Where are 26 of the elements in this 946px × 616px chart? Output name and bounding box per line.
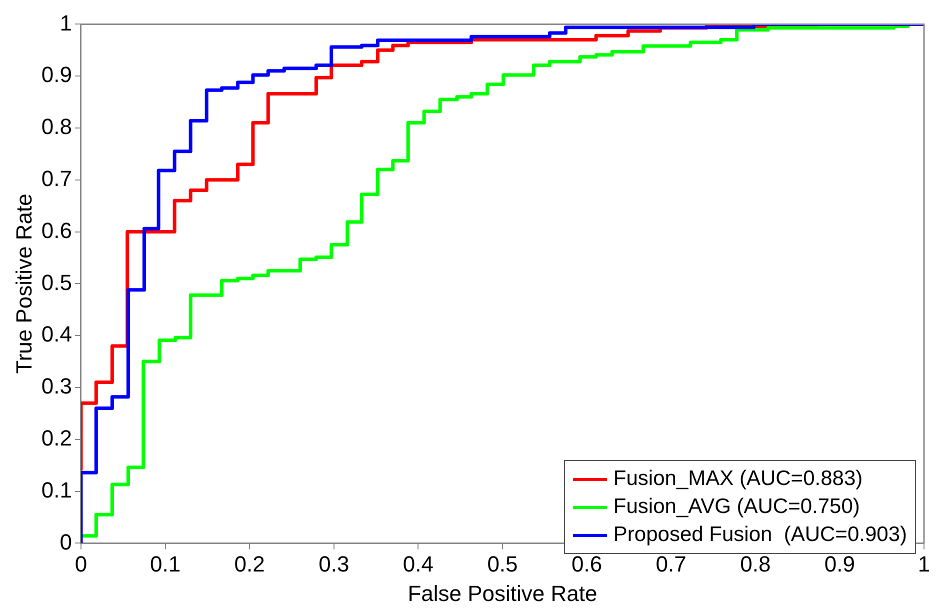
- y-tick-label: 0: [60, 529, 72, 554]
- x-tick-label: 0.3: [318, 551, 350, 576]
- legend-label: Proposed Fusion (AUC=0.903): [613, 522, 907, 548]
- y-tick-label: 0.5: [41, 270, 72, 295]
- x-axis-title: False Positive Rate: [408, 580, 598, 606]
- x-tick-label: 0.5: [487, 551, 518, 576]
- y-tick-label: 0.3: [41, 374, 72, 399]
- x-tick-label: 0.9: [824, 551, 855, 576]
- x-tick-label: 0.7: [656, 551, 686, 576]
- y-tick-label: 0.1: [41, 477, 72, 502]
- x-tick-label: 0.4: [402, 551, 434, 576]
- legend-label: Fusion_AVG (AUC=0.750): [613, 494, 860, 520]
- x-tick-label: 0.6: [571, 551, 602, 576]
- y-tick-label: 0.4: [41, 322, 72, 347]
- y-tick-label: 0.6: [41, 218, 72, 243]
- x-tick-label: 0.1: [150, 551, 181, 576]
- y-axis-title: True Positive Rate: [11, 194, 36, 374]
- y-tick-label: 0.9: [41, 62, 72, 88]
- y-tick-label: 0.7: [41, 166, 72, 191]
- y-tick-label: 1: [60, 10, 72, 36]
- legend-label: Fusion_MAX (AUC=0.883): [613, 466, 863, 492]
- x-tick-label: 0.2: [234, 551, 265, 576]
- y-tick-label: 0.8: [41, 114, 72, 140]
- y-tick-label: 0.2: [41, 425, 72, 450]
- x-tick-label: 0.8: [740, 551, 771, 576]
- x-tick-label: 1: [918, 551, 930, 576]
